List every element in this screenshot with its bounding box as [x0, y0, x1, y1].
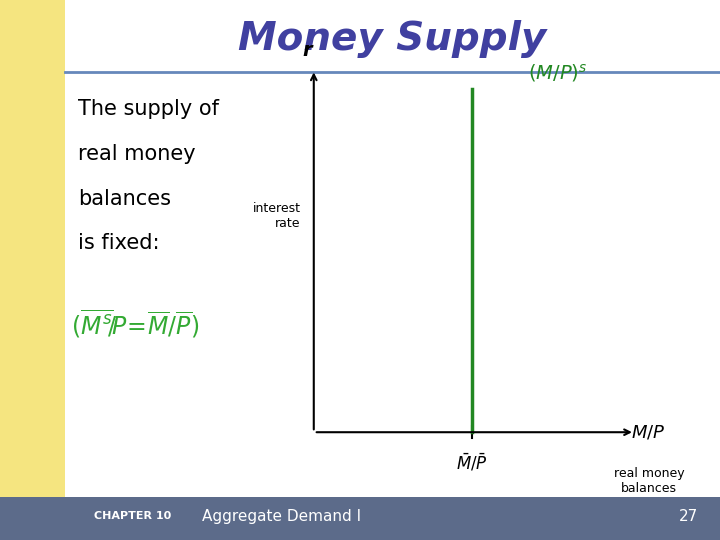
Text: Aggregate Demand I: Aggregate Demand I [202, 509, 361, 524]
Text: is fixed:: is fixed: [78, 233, 159, 253]
Text: Money Supply: Money Supply [238, 20, 546, 58]
Text: $\bar{M}/\bar{P}$: $\bar{M}/\bar{P}$ [456, 452, 488, 474]
Text: interest
rate: interest rate [253, 202, 301, 230]
Text: real money: real money [78, 144, 196, 164]
Text: $\mathbf{\mathit{M/P}}$: $\mathbf{\mathit{M/P}}$ [631, 423, 665, 441]
Text: 27: 27 [679, 509, 698, 524]
Text: $\mathit{(M/P)^s}$: $\mathit{(M/P)^s}$ [528, 63, 588, 84]
Text: balances: balances [78, 189, 171, 209]
Text: real money
balances: real money balances [614, 467, 685, 495]
Text: $(\overline{M^s}\!/\!P\!=\!\overline{M}/\overline{P})$: $(\overline{M^s}\!/\!P\!=\!\overline{M}/… [71, 308, 199, 340]
Text: The supply of: The supply of [78, 99, 219, 119]
Text: CHAPTER 10: CHAPTER 10 [94, 511, 171, 521]
Text: r: r [302, 40, 312, 59]
